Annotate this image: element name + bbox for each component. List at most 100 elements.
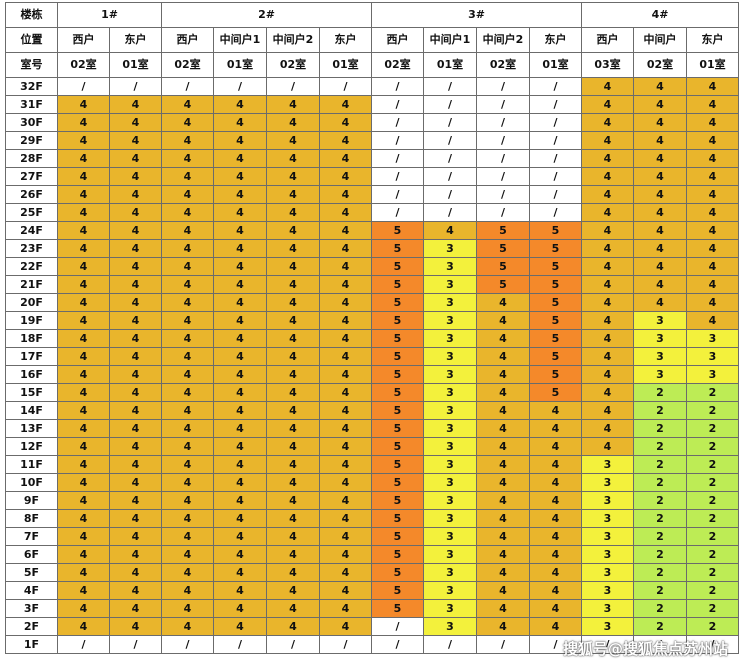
floor-label: 24F (5, 221, 58, 240)
table-cell: 5 (371, 383, 424, 402)
table-cell: 4 (266, 509, 320, 528)
table-cell: 3 (686, 329, 739, 348)
table-cell: 4 (319, 509, 372, 528)
table-cell: 4 (633, 113, 687, 132)
table-cell: 4 (686, 167, 739, 186)
table-row: 16F 4 4 4 4 4 4 5 3 4 5 4 3 3 (5, 365, 739, 384)
table-cell: 3 (423, 563, 477, 582)
table-cell: 4 (213, 329, 267, 348)
table-cell: 2 (686, 527, 739, 546)
table-cell: / (529, 95, 582, 114)
table-cell: 4 (266, 581, 320, 600)
table-cell: 4 (266, 455, 320, 474)
table-cell: / (529, 149, 582, 168)
table-cell: 4 (581, 113, 634, 132)
table-cell: / (476, 635, 530, 654)
table-cell: 4 (529, 527, 582, 546)
table-cell: 3 (686, 365, 739, 384)
floor-label: 1F (5, 635, 58, 654)
table-cell: 2 (633, 599, 687, 618)
floor-label: 32F (5, 77, 58, 96)
table-cell: 5 (529, 383, 582, 402)
floor-label: 16F (5, 365, 58, 384)
table-cell: 4 (109, 185, 162, 204)
table-cell: 4 (57, 113, 110, 132)
table-cell: 2 (633, 563, 687, 582)
floor-label: 6F (5, 545, 58, 564)
table-cell: / (109, 635, 162, 654)
table-cell: 4 (319, 329, 372, 348)
table-cell: 4 (57, 527, 110, 546)
table-cell: 4 (109, 545, 162, 564)
table-cell: 2 (633, 509, 687, 528)
position-cell: 西户 (57, 27, 110, 53)
table-cell: 4 (266, 185, 320, 204)
table-cell: 4 (57, 239, 110, 258)
table-cell: 4 (633, 77, 687, 96)
table-cell: 4 (109, 401, 162, 420)
watermark: 搜狐号@搜狐焦点苏州站 (562, 640, 728, 658)
table-cell: 2 (633, 491, 687, 510)
table-cell: 5 (529, 311, 582, 330)
table-cell: / (371, 203, 424, 222)
table-cell: 4 (57, 599, 110, 618)
table-cell: 2 (633, 419, 687, 438)
table-cell: 4 (57, 329, 110, 348)
table-cell: 4 (633, 185, 687, 204)
table-cell: 4 (266, 95, 320, 114)
table-cell: 2 (633, 581, 687, 600)
table-row: 9F 4 4 4 4 4 4 5 3 4 4 3 2 2 (5, 491, 739, 510)
table-cell: 4 (319, 203, 372, 222)
table-cell: 4 (109, 455, 162, 474)
table-cell: 4 (109, 329, 162, 348)
table-cell: 4 (266, 527, 320, 546)
table-cell: 4 (266, 311, 320, 330)
table-cell: 3 (423, 581, 477, 600)
table-cell: 3 (423, 455, 477, 474)
floor-label: 23F (5, 239, 58, 258)
table-cell: 4 (266, 131, 320, 150)
table-row: 17F 4 4 4 4 4 4 5 3 4 5 4 3 3 (5, 347, 739, 366)
table-cell: 3 (423, 509, 477, 528)
room-cell: 01室 (423, 52, 477, 78)
table-cell: 3 (633, 365, 687, 384)
table-cell: / (371, 635, 424, 654)
table-cell: 4 (57, 509, 110, 528)
table-cell: 5 (529, 275, 582, 294)
table-row: 2F 4 4 4 4 4 4/3 4 4 3 2 2 (5, 617, 739, 636)
table-cell: / (423, 95, 477, 114)
table-cell: 4 (319, 545, 372, 564)
table-cell: 4 (581, 167, 634, 186)
table-row: 24F 4 4 4 4 4 4 5 4 5 5 4 4 4 (5, 221, 739, 240)
table-cell: 3 (423, 437, 477, 456)
table-cell: 4 (213, 293, 267, 312)
table-cell: 2 (686, 401, 739, 420)
table-cell: 2 (686, 455, 739, 474)
table-cell: 4 (319, 275, 372, 294)
table-cell: 4 (161, 437, 214, 456)
table-cell: / (423, 635, 477, 654)
table-cell: 4 (319, 527, 372, 546)
table-cell: 3 (686, 347, 739, 366)
table-cell: 5 (371, 293, 424, 312)
table-row: 13F 4 4 4 4 4 4 5 3 4 4 4 2 2 (5, 419, 739, 438)
header-row-building: 楼栋 1# 2# 3# 4# (5, 2, 739, 28)
position-cell: 东户 (109, 27, 162, 53)
table-cell: 4 (476, 617, 530, 636)
table-cell: 2 (633, 401, 687, 420)
table-cell: 4 (161, 185, 214, 204)
table-cell: 4 (633, 293, 687, 312)
table-cell: 4 (213, 617, 267, 636)
table-cell: 4 (476, 545, 530, 564)
table-cell: 3 (633, 329, 687, 348)
table-cell: 3 (423, 419, 477, 438)
floor-label: 2F (5, 617, 58, 636)
table-cell: / (319, 77, 372, 96)
table-cell: 4 (57, 275, 110, 294)
table-cell: 2 (633, 383, 687, 402)
table-cell: 4 (57, 221, 110, 240)
table-cell: 4 (319, 365, 372, 384)
table-cell: 4 (319, 113, 372, 132)
table-cell: 3 (423, 527, 477, 546)
table-cell: 4 (213, 491, 267, 510)
